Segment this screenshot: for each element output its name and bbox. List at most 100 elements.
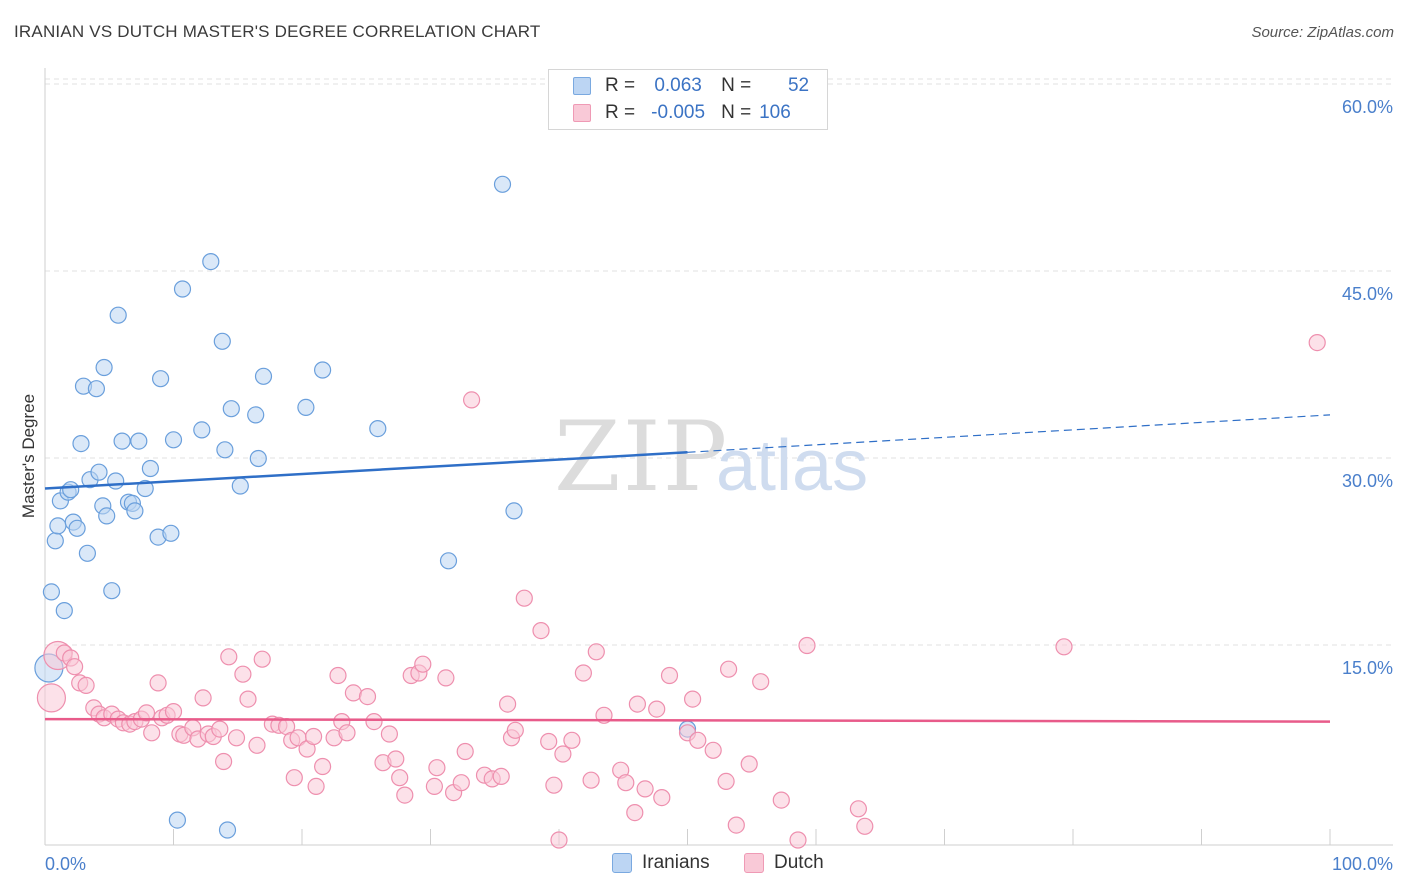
trend-layer — [44, 414, 1331, 723]
dutch-point — [617, 774, 635, 792]
r-value: -0.005 — [651, 102, 706, 123]
iranians-point — [152, 370, 170, 388]
dutch-point — [36, 683, 67, 713]
dutch-point — [704, 741, 722, 759]
dutch-point — [856, 817, 874, 835]
iranians-point — [314, 361, 332, 379]
dutch-point — [215, 752, 233, 771]
iranians-point — [193, 421, 211, 439]
x-tick-label: 100.0% — [1332, 854, 1393, 874]
iranians-point — [247, 406, 265, 424]
iranians-point — [49, 517, 67, 535]
legend-label-iranians: Iranians — [642, 852, 710, 873]
iranians-point — [202, 253, 220, 271]
source-label: Source: ZipAtlas.com — [1251, 24, 1394, 41]
iranians-point — [130, 432, 148, 450]
dutch-point — [727, 816, 745, 834]
iranians-point — [173, 280, 192, 298]
n-label: N = — [721, 102, 752, 123]
iranians-point — [505, 502, 523, 520]
dutch-point — [626, 803, 644, 822]
dutch-point — [211, 720, 229, 738]
iranians-point — [164, 431, 183, 449]
dutch-point — [463, 391, 481, 409]
points-layer — [34, 175, 1326, 849]
dutch-point — [1055, 638, 1073, 656]
dutch-point — [285, 769, 303, 787]
dutch-point — [396, 786, 414, 804]
iranians-point — [168, 811, 186, 829]
dutch-point — [740, 755, 758, 773]
iranians-point — [98, 507, 116, 525]
dutch-point — [143, 724, 161, 742]
y-tick-label: 45.0% — [1342, 284, 1393, 304]
iranians-point — [249, 449, 267, 468]
dutch-point — [358, 687, 377, 706]
dutch-point — [532, 621, 550, 640]
dutch-point — [338, 724, 356, 742]
stats-row-dutch: R = -0.005 N = 106 — [573, 101, 799, 125]
legend-label-dutch: Dutch — [774, 852, 824, 873]
legend-item-iranians[interactable]: Iranians — [612, 852, 710, 874]
dutch-point — [499, 695, 517, 713]
dutch-point — [563, 731, 581, 749]
dutch-point — [220, 648, 238, 666]
iranians-point — [68, 519, 86, 537]
r-value: 0.063 — [654, 75, 702, 96]
iranians-point — [95, 358, 113, 377]
stats-row-iranians: R = 0.063 N = 52 — [573, 74, 809, 98]
iranians-point — [216, 441, 234, 459]
r-label: R = — [605, 75, 636, 96]
iranians-point — [109, 306, 127, 324]
y-axis-label: Master's Degree — [19, 394, 38, 518]
iranians-point — [42, 583, 61, 601]
iranians-point — [46, 532, 64, 550]
legend-item-dutch[interactable]: Dutch — [744, 852, 824, 874]
dutch-point — [719, 660, 738, 678]
dutch-point — [456, 742, 474, 761]
dutch-point — [636, 780, 654, 798]
dutch-point — [194, 689, 212, 707]
dutch-point — [648, 700, 666, 718]
dutch-point — [387, 750, 405, 768]
dutch-point — [365, 712, 383, 731]
dutch-point — [239, 690, 257, 708]
iranians-point — [113, 432, 131, 450]
dutch-point — [628, 695, 647, 713]
dutch-point — [137, 704, 156, 722]
axis-layer: 0.0% 100.0% — [44, 68, 1393, 874]
dutch-point — [248, 736, 266, 754]
iranians-point — [254, 367, 273, 385]
iranians-legend-icon — [612, 853, 632, 873]
iranians-point — [126, 502, 144, 520]
dutch-point — [329, 666, 347, 685]
dutch-point — [717, 772, 735, 791]
dutch-point — [307, 777, 325, 796]
watermark-zip: ZIP — [554, 401, 729, 513]
dutch-point — [683, 690, 702, 708]
iranians-point — [87, 380, 106, 398]
iranians-point — [62, 481, 80, 499]
iranians-point — [218, 821, 237, 839]
iranians-trend-line — [44, 451, 688, 490]
iranians-point — [213, 332, 231, 350]
dutch-point — [554, 745, 572, 763]
iranians-point — [222, 400, 240, 418]
dutch-point — [550, 831, 568, 849]
dutch-point — [77, 676, 95, 695]
dutch-point — [492, 767, 510, 786]
iranians-point — [369, 420, 387, 438]
iranians-swatch-icon — [573, 77, 591, 95]
iranians-point — [103, 582, 121, 600]
stats-legend: R = 0.063 N = 52 R = -0.005 N = 106 — [548, 69, 828, 130]
iranians-point — [162, 524, 180, 542]
y-tick-label: 30.0% — [1342, 471, 1393, 491]
dutch-point — [452, 774, 470, 792]
y-tick-label: 15.0% — [1342, 658, 1393, 678]
iranians-point — [78, 544, 97, 562]
dutch-trend-line — [44, 717, 1331, 723]
dutch-point — [515, 589, 533, 607]
dutch-point — [65, 658, 84, 676]
dutch-point — [653, 788, 671, 807]
watermark-atlas: atlas — [716, 426, 868, 506]
